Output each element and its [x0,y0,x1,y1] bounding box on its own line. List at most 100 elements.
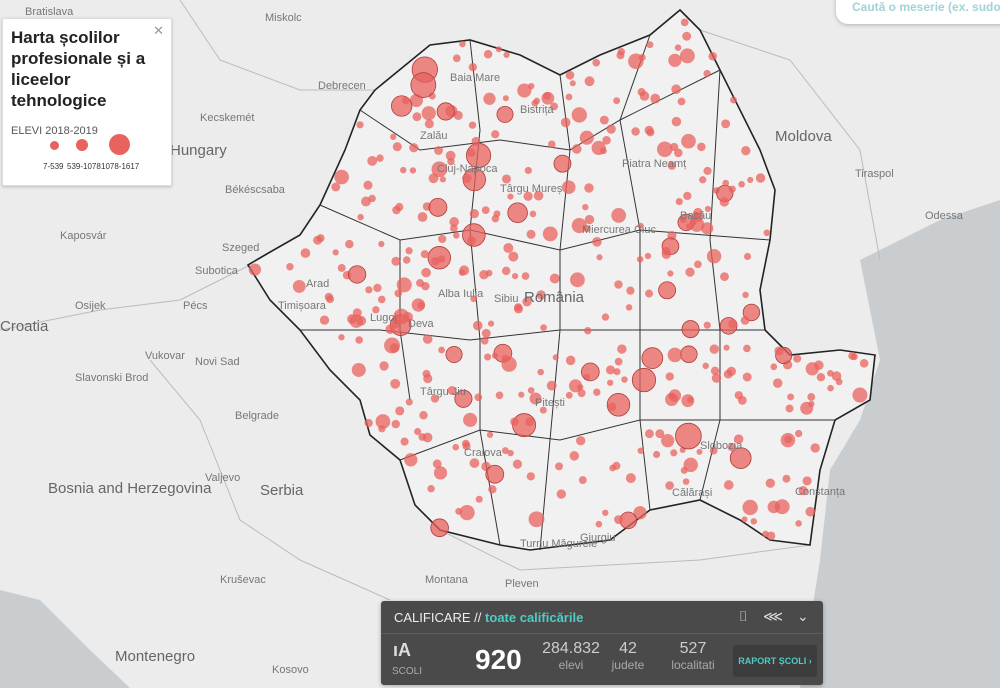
school-bubble[interactable] [703,321,711,329]
school-bubble[interactable] [471,136,481,146]
school-bubble[interactable] [569,451,580,461]
school-bubble[interactable] [483,50,493,59]
filter-value[interactable]: toate calificările [485,610,584,625]
school-bubble[interactable] [699,176,707,184]
school-bubble[interactable] [507,193,514,200]
school-bubble[interactable] [569,80,576,87]
school-bubble[interactable] [577,384,584,391]
school-bubble[interactable] [423,373,433,384]
school-bubble[interactable] [502,95,509,102]
school-bubble[interactable] [667,347,683,363]
school-bubble[interactable] [455,507,463,515]
school-bubble[interactable] [390,378,401,389]
school-bubble[interactable] [503,243,514,253]
school-bubble[interactable] [679,48,695,64]
school-bubble[interactable] [491,214,500,223]
school-bubble[interactable] [445,345,463,364]
school-bubble[interactable] [454,389,473,408]
school-bubble[interactable] [723,480,734,490]
school-bubble[interactable] [653,450,661,459]
school-bubble[interactable] [571,144,582,154]
school-bubble[interactable] [670,449,678,457]
school-bubble[interactable] [292,280,306,293]
school-bubble[interactable] [787,393,795,401]
school-bubble[interactable] [405,398,413,406]
school-bubble[interactable] [416,279,424,287]
school-bubble[interactable] [774,346,784,356]
school-bubble[interactable] [668,53,682,67]
school-bubble[interactable] [404,453,418,467]
school-bubble[interactable] [540,324,547,331]
school-bubble[interactable] [469,458,480,468]
school-bubble[interactable] [395,202,404,212]
school-bubble[interactable] [537,368,544,376]
school-bubble[interactable] [428,173,439,184]
school-bubble[interactable] [445,150,456,161]
school-bubble[interactable] [802,476,812,486]
school-bubble[interactable] [427,485,435,493]
school-bubble[interactable] [599,115,609,125]
school-bubble[interactable] [683,457,698,473]
school-bubble[interactable] [529,210,537,218]
school-bubble[interactable] [463,412,478,427]
school-bubble[interactable] [419,411,428,420]
school-bubble[interactable] [523,191,533,201]
school-bubble[interactable] [613,97,621,105]
school-bubble[interactable] [402,256,411,264]
school-bubble[interactable] [393,308,410,325]
school-bubble[interactable] [501,266,511,276]
school-bubble[interactable] [474,393,483,402]
school-bubble[interactable] [625,473,636,484]
school-bubble[interactable] [495,46,502,53]
school-bubble[interactable] [770,363,778,371]
school-bubble[interactable] [734,391,743,400]
school-bubble[interactable] [437,255,446,263]
school-bubble[interactable] [334,169,349,185]
school-bubble[interactable] [578,476,587,484]
school-bubble[interactable] [646,41,654,49]
school-bubble[interactable] [677,97,686,106]
school-bubble[interactable] [431,256,440,266]
school-bubble[interactable] [570,272,585,288]
school-bubble[interactable] [584,183,594,193]
school-bubble[interactable] [592,236,602,247]
school-bubble[interactable] [459,504,475,521]
school-bubble[interactable] [581,362,600,382]
school-bubble[interactable] [286,263,294,271]
school-bubble[interactable] [795,520,802,527]
school-bubble[interactable] [607,402,617,412]
school-bubble[interactable] [412,112,422,122]
school-bubble[interactable] [637,88,646,97]
school-bubble[interactable] [710,366,720,376]
school-bubble[interactable] [592,58,601,67]
school-bubble[interactable] [491,352,499,359]
school-bubble[interactable] [850,353,858,361]
school-bubble[interactable] [709,446,718,455]
school-bubble[interactable] [670,142,679,151]
school-bubble[interactable] [337,264,346,272]
school-bubble[interactable] [613,368,621,376]
school-bubble[interactable] [319,315,330,325]
school-bubble[interactable] [528,511,545,528]
school-bubble[interactable] [609,464,617,472]
school-bubble[interactable] [462,442,471,451]
school-bubble[interactable] [518,391,525,398]
school-bubble[interactable] [605,365,616,375]
school-bubble[interactable] [628,53,644,69]
school-bubble[interactable] [681,320,700,339]
school-bubble[interactable] [614,515,624,525]
school-bubble[interactable] [552,354,559,361]
school-bubble[interactable] [409,143,419,153]
school-bubble[interactable] [390,133,397,140]
school-bubble[interactable] [723,344,730,351]
school-bubble[interactable] [507,202,528,223]
school-bubble[interactable] [658,281,677,300]
school-bubble[interactable] [827,384,834,392]
school-bubble[interactable] [401,96,410,105]
school-bubble[interactable] [816,373,826,382]
camera-icon[interactable]: ⌷ [739,608,748,624]
school-bubble[interactable] [671,84,682,95]
qualification-filter[interactable]: CALIFICARE // toate calificările [394,610,583,625]
school-bubble[interactable] [316,234,325,243]
school-bubble[interactable] [584,327,592,335]
